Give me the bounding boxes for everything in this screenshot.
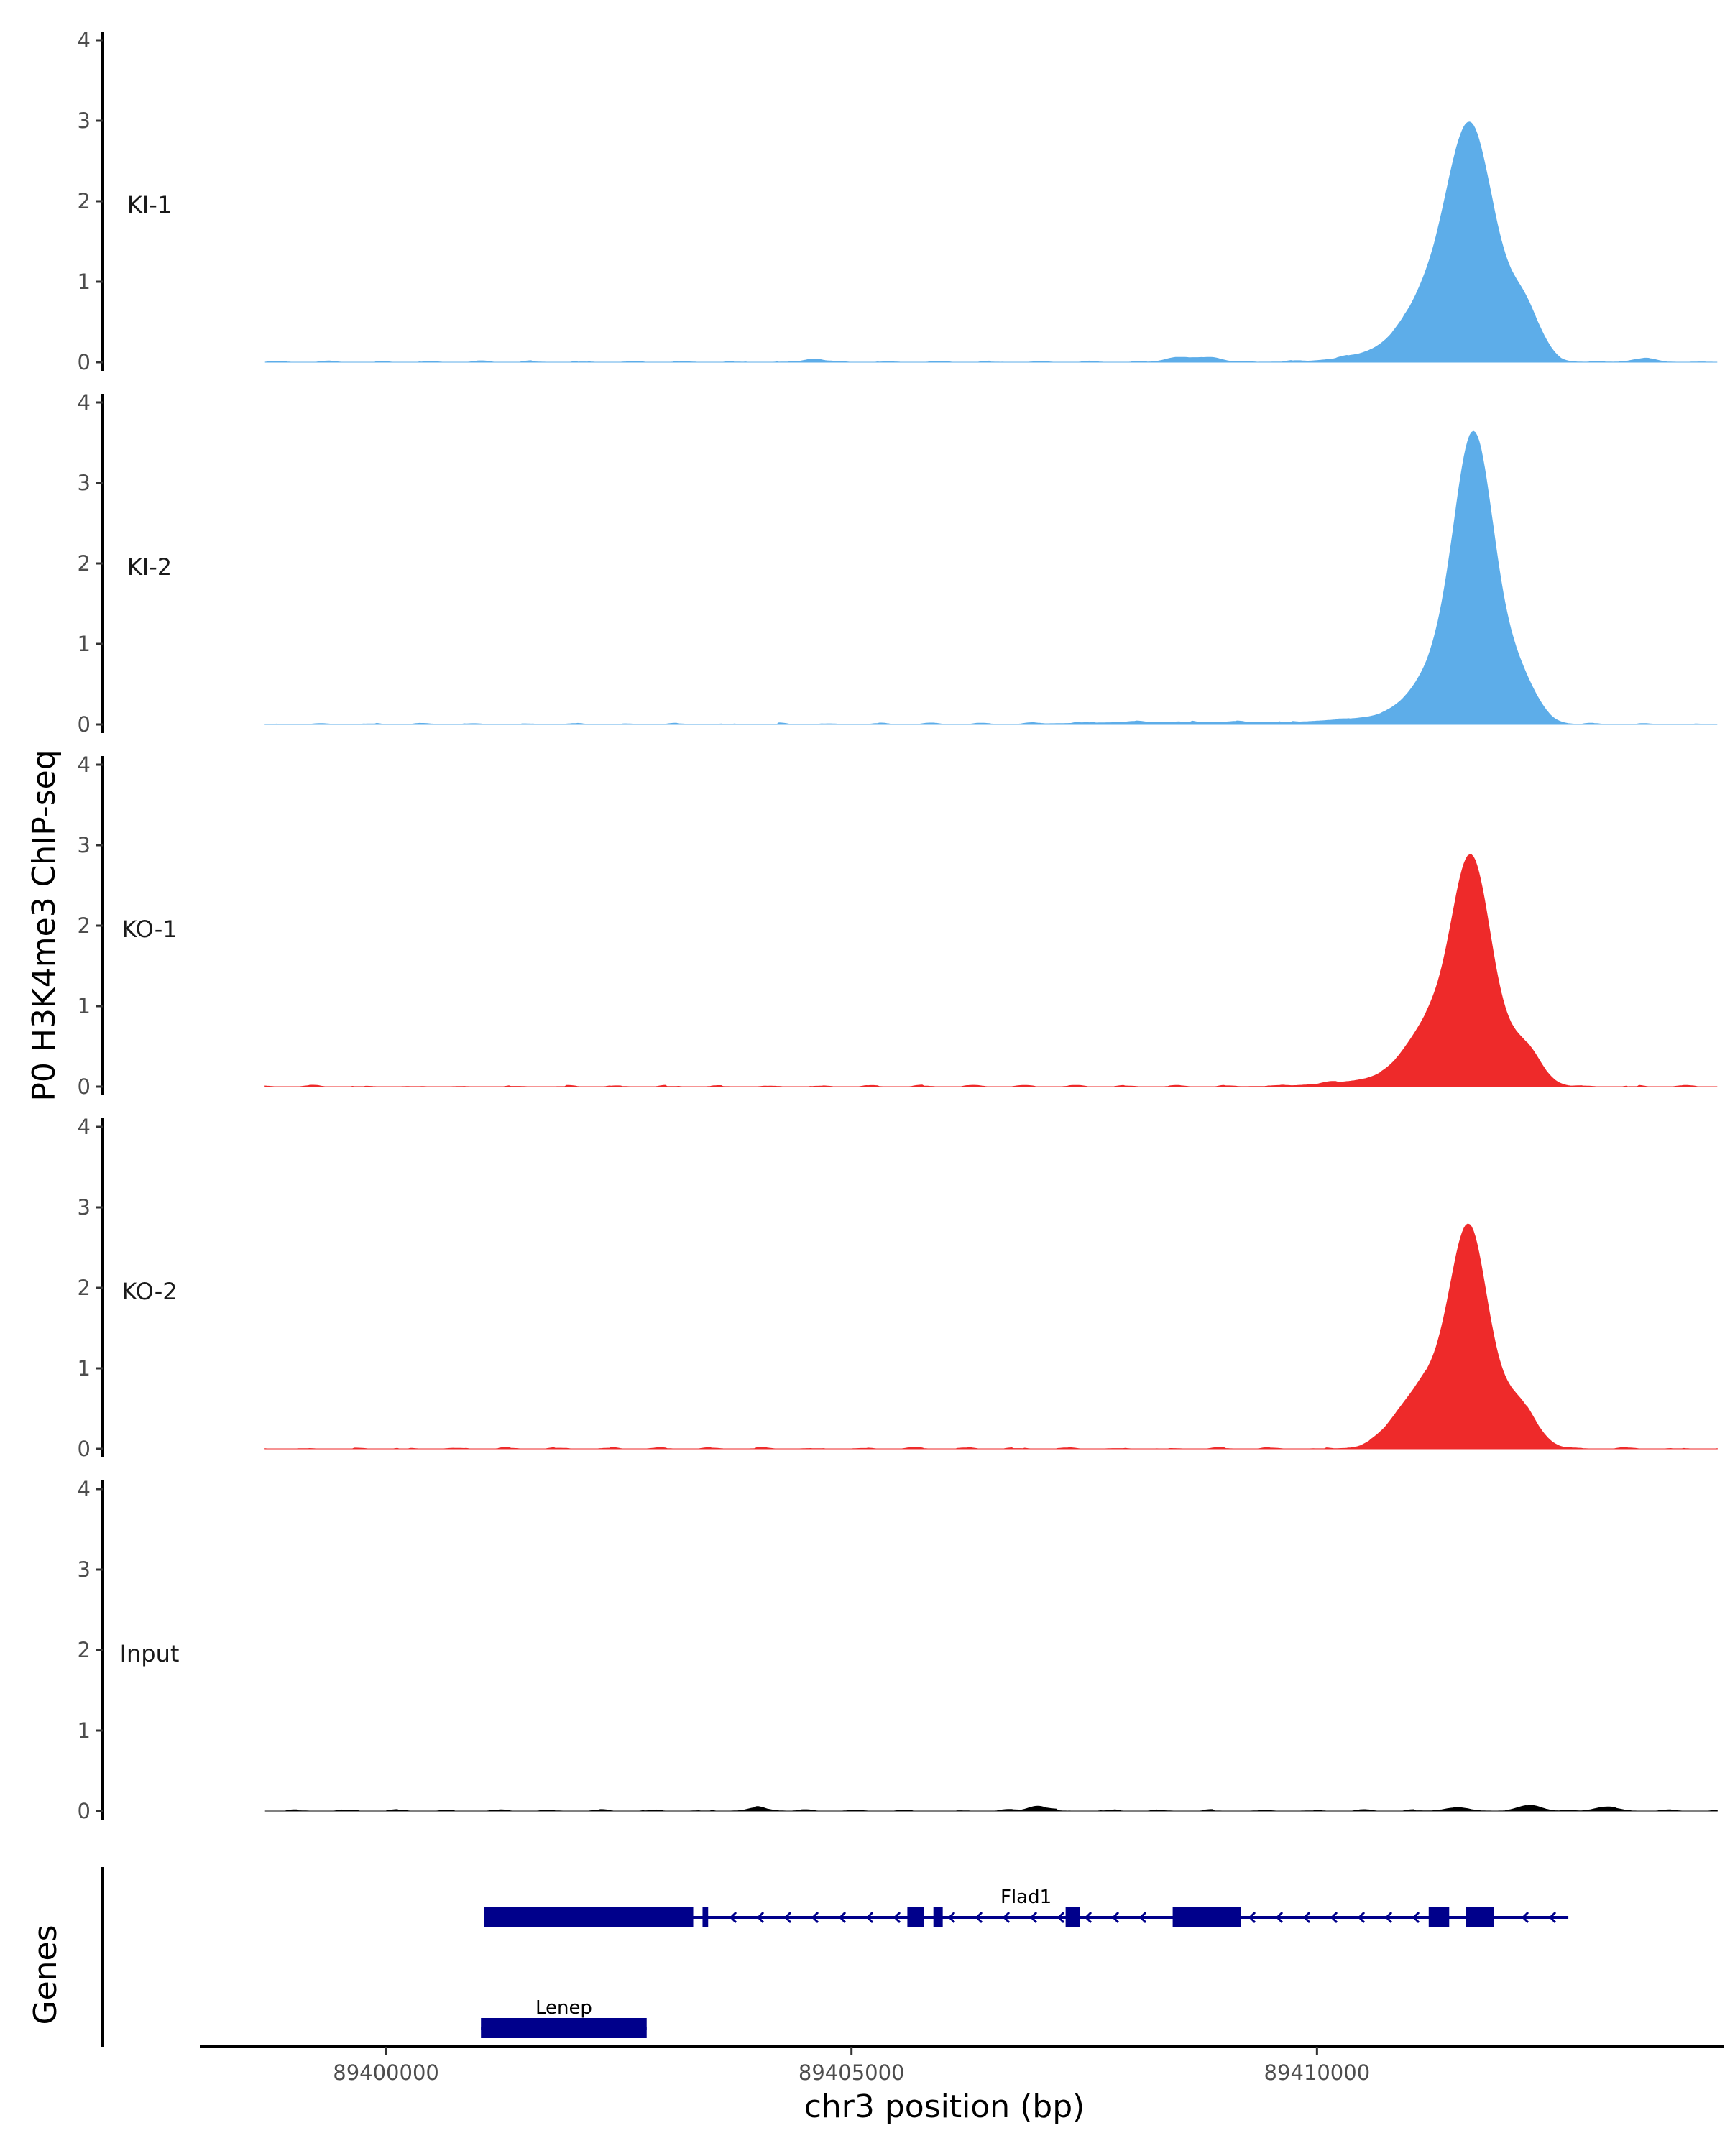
- gene-flad1: Flad1: [484, 1886, 1569, 1927]
- y-tick-label: 3: [78, 833, 91, 857]
- exon: [1065, 1907, 1080, 1927]
- strand-arrow: [1384, 1911, 1393, 1924]
- y-tick-label: 1: [78, 1718, 91, 1743]
- track-ki-1: 0 1 2 3 4 KI-1: [78, 28, 1718, 374]
- track-ko-2: 0 1 2 3 4 KO-2: [78, 1115, 1718, 1461]
- strand-arrow: [1330, 1911, 1338, 1924]
- exon: [702, 1907, 709, 1927]
- track-label: KO-1: [121, 916, 177, 943]
- strand-arrow: [1029, 1911, 1038, 1924]
- x-axis: chr3 position (bp) 89400000 89405000 89410…: [200, 2045, 1724, 2125]
- track-ki-2: 0 1 2 3 4 KI-2: [78, 390, 1718, 737]
- track-label: KI-2: [127, 553, 172, 581]
- y-tick-label: 1: [78, 270, 91, 294]
- y-tick-label: 1: [78, 1356, 91, 1381]
- y-tick-label: 4: [78, 390, 91, 415]
- y-tick-label: 0: [78, 1074, 91, 1099]
- gene-label: Lenep: [535, 1997, 592, 2019]
- exon: [484, 1907, 694, 1927]
- y-tick-label: 0: [78, 712, 91, 737]
- strand-arrow: [947, 1911, 956, 1924]
- y-tick-label: 4: [78, 1477, 91, 1501]
- coverage-area: [264, 1223, 1718, 1450]
- strand-arrow: [1138, 1911, 1147, 1924]
- y-axis-title: P0 H3K4me3 ChIP-seq: [26, 750, 63, 1101]
- y-tick-label: 2: [78, 551, 91, 576]
- exon: [933, 1907, 943, 1927]
- y-tick-label: 2: [78, 189, 91, 213]
- y-tick-label: 4: [78, 28, 91, 52]
- y-tick-label: 2: [78, 1638, 91, 1662]
- strand-arrow: [1412, 1911, 1420, 1924]
- y-tick-label: 0: [78, 350, 91, 374]
- y-tick-label: 3: [78, 1195, 91, 1220]
- exon: [1428, 1907, 1450, 1927]
- exon: [1466, 1907, 1494, 1927]
- strand-arrow: [1111, 1911, 1120, 1924]
- strand-arrow: [811, 1911, 819, 1924]
- coverage-area: [264, 854, 1718, 1087]
- strand-arrow: [975, 1911, 983, 1924]
- y-tick-label: 0: [78, 1799, 91, 1823]
- strand-arrow: [1057, 1911, 1065, 1924]
- strand-arrow: [838, 1911, 847, 1924]
- strand-arrow: [1002, 1911, 1011, 1924]
- strand-arrow: [1248, 1911, 1256, 1924]
- strand-arrow: [1084, 1911, 1092, 1924]
- y-tick-label: 3: [78, 109, 91, 133]
- strand-arrow: [1275, 1911, 1284, 1924]
- gene-lenep: Lenep: [481, 1997, 647, 2038]
- exon: [481, 2018, 647, 2038]
- strand-arrow: [865, 1911, 874, 1924]
- strand-arrow: [1548, 1911, 1557, 1924]
- y-tick-label: 3: [78, 471, 91, 495]
- track-label: KO-2: [121, 1278, 177, 1305]
- strand-arrow: [893, 1911, 901, 1924]
- gene-label: Flad1: [1000, 1886, 1052, 1908]
- gene-track: Genes Flad1 Lenep: [27, 1867, 1569, 2047]
- strand-arrow: [1521, 1911, 1530, 1924]
- y-tick-label: 2: [78, 1276, 91, 1300]
- coverage-area: [264, 1805, 1718, 1812]
- strand-arrow: [756, 1911, 765, 1924]
- coverage-area: [264, 121, 1718, 363]
- y-tick-label: 4: [78, 1115, 91, 1139]
- y-tick-label: 2: [78, 913, 91, 938]
- strand-arrow: [783, 1911, 792, 1924]
- exon: [907, 1907, 924, 1927]
- track-label: KI-1: [127, 191, 172, 218]
- x-axis-title: chr3 position (bp): [804, 2088, 1085, 2125]
- x-tick-label: 89405000: [799, 2060, 905, 2085]
- genes-axis-title: Genes: [27, 1925, 64, 2024]
- coverage-area: [264, 430, 1718, 725]
- y-tick-label: 3: [78, 1557, 91, 1582]
- y-tick-label: 4: [78, 752, 91, 777]
- y-tick-label: 1: [78, 632, 91, 656]
- track-label: Input: [120, 1640, 180, 1667]
- strand-arrow: [729, 1911, 737, 1924]
- track-panels: 0 1 2 3 4 KI-1 0 1 2 3 4 KI-2 0 1 2 3 4 KO-1 0 1 2 3 4 KO-2 0 1 2 3…: [78, 28, 1718, 1823]
- y-tick-label: 0: [78, 1437, 91, 1461]
- track-input: 0 1 2 3 4 Input: [78, 1477, 1718, 1823]
- x-tick-label: 89410000: [1264, 2060, 1371, 2085]
- exon: [1172, 1907, 1241, 1927]
- x-tick-label: 89400000: [333, 2060, 439, 2085]
- strand-arrow: [1302, 1911, 1311, 1924]
- track-ko-1: 0 1 2 3 4 KO-1: [78, 752, 1718, 1099]
- y-tick-label: 1: [78, 994, 91, 1018]
- strand-arrow: [1357, 1911, 1366, 1924]
